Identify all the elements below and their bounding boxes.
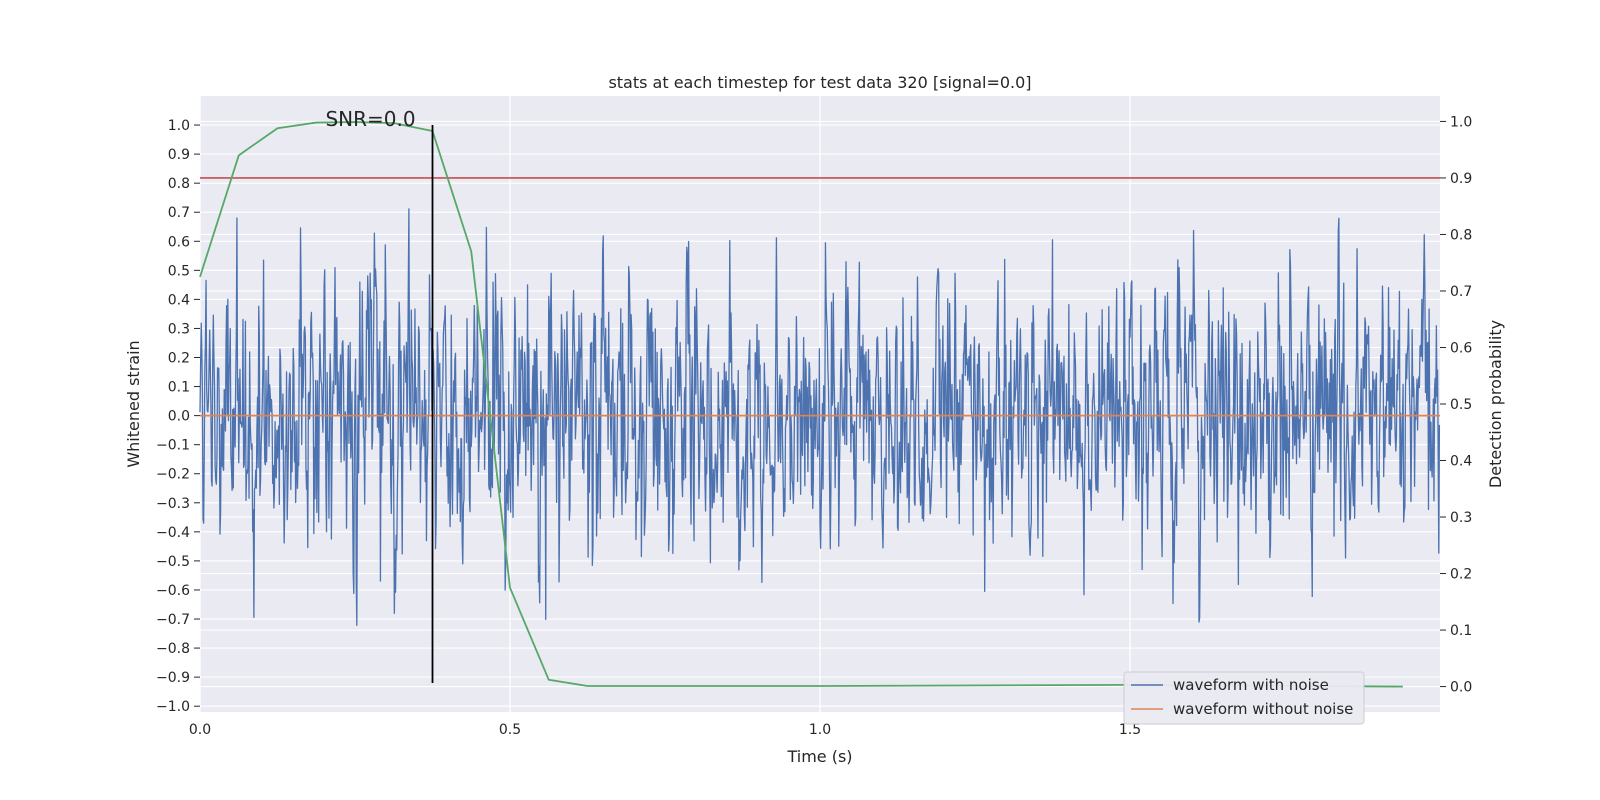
y-left-tick-label: −0.5 [156, 554, 190, 570]
x-tick-label: 0.5 [499, 722, 521, 738]
y-left-tick-label: 0.1 [168, 380, 190, 396]
y-right-tick-label: 0.7 [1450, 284, 1472, 300]
x-tick-label: 1.5 [1119, 722, 1141, 738]
y-right-tick-label: 0.6 [1450, 340, 1472, 356]
legend: waveform with noise waveform without noi… [1123, 671, 1365, 725]
y-left-tick-label: 0.0 [168, 409, 190, 425]
y-right-tick-label: 0.5 [1450, 397, 1472, 413]
detection-probability-line [199, 121, 1403, 688]
right-axis-ticks: 0.0 0.1 0.2 0.3 0.4 0.5 0.6 0.7 0.8 0.9 1.0 [1440, 114, 1472, 696]
y-right-tick-label: 0.1 [1450, 623, 1472, 639]
y-left-tick-label: 0.3 [168, 321, 190, 337]
y-left-tick-label: −0.1 [156, 438, 190, 454]
y-left-tick-label: −0.4 [156, 525, 190, 541]
noise-waveform-line [199, 208, 1441, 626]
legend-box [1123, 671, 1365, 725]
y-right-tick-label: 0.0 [1450, 680, 1472, 696]
x-axis-ticks: 0.0 0.5 1.0 1.5 [189, 722, 1141, 738]
legend-label-waveform-without-noise: waveform without noise [1173, 700, 1353, 718]
y-left-tick-label: −0.7 [156, 612, 190, 628]
noise-series [199, 208, 1441, 626]
y-axis-label-right: Detection probability [1486, 320, 1505, 488]
y-left-tick-label: 0.9 [168, 147, 190, 163]
snr-annotation: SNR=0.0 [325, 107, 415, 131]
y-left-tick-label: 0.6 [168, 234, 190, 250]
y-left-tick-label: −0.3 [156, 496, 190, 512]
x-axis-label: Time (s) [786, 747, 852, 766]
y-left-tick-label: −1.0 [156, 699, 190, 715]
y-left-tick-label: 0.8 [168, 176, 190, 192]
y-left-tick-label: 0.4 [168, 292, 190, 308]
y-right-tick-label: 1.0 [1450, 114, 1472, 130]
y-right-tick-label: 0.4 [1450, 454, 1472, 470]
y-left-tick-label: 0.2 [168, 351, 190, 367]
left-axis-ticks: −1.0 −0.9 −0.8 −0.7 −0.6 −0.5 −0.4 −0.3 −0.2 −0.1… [156, 118, 200, 715]
legend-label-waveform-with-noise: waveform with noise [1173, 676, 1329, 694]
y-left-tick-label: −0.9 [156, 670, 190, 686]
y-left-tick-label: 1.0 [168, 118, 190, 134]
y-right-tick-label: 0.9 [1450, 171, 1472, 187]
chart-title: stats at each timestep for test data 320… [608, 73, 1031, 92]
x-tick-label: 1.0 [809, 722, 831, 738]
y-left-tick-label: −0.2 [156, 467, 190, 483]
y-left-tick-label: 0.5 [168, 263, 190, 279]
y-left-tick-label: −0.8 [156, 641, 190, 657]
y-left-tick-label: −0.6 [156, 583, 190, 599]
line-series [199, 121, 1440, 688]
y-right-tick-label: 0.8 [1450, 227, 1472, 243]
y-axis-label-left: Whitened strain [124, 340, 143, 467]
y-right-tick-label: 0.2 [1450, 567, 1472, 583]
x-tick-label: 0.0 [189, 722, 211, 738]
y-right-tick-label: 0.3 [1450, 510, 1472, 526]
y-left-tick-label: 0.7 [168, 205, 190, 221]
